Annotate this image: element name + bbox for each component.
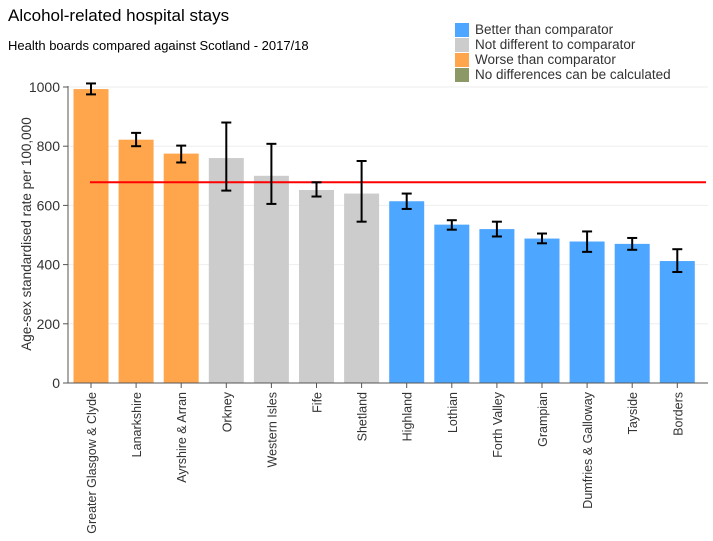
y-tick-label: 1000 bbox=[29, 79, 60, 95]
x-tick-label-5: Fife bbox=[311, 392, 325, 413]
bar-5 bbox=[299, 190, 334, 383]
legend-item-same[interactable]: Not different to comparator bbox=[455, 37, 671, 52]
x-tick-label-11: Dumfries & Galloway bbox=[581, 391, 595, 508]
bar-0 bbox=[73, 89, 109, 384]
legend-swatch-same bbox=[455, 37, 469, 52]
legend-label-better: Better than comparator bbox=[475, 22, 614, 37]
legend-swatch-na bbox=[455, 67, 469, 82]
bar-7 bbox=[389, 201, 425, 383]
bar-6 bbox=[344, 193, 380, 383]
axes bbox=[63, 86, 708, 388]
x-tick-label-0: Greater Glasgow & Clyde bbox=[85, 392, 99, 534]
legend-swatch-better bbox=[455, 22, 469, 37]
x-tick-label-13: Borders bbox=[671, 392, 685, 436]
bar-2 bbox=[163, 153, 199, 383]
x-tick-label-9: Forth Valley bbox=[491, 391, 505, 458]
bar-9 bbox=[479, 229, 515, 383]
bar-13 bbox=[659, 261, 695, 383]
legend-label-same: Not different to comparator bbox=[475, 37, 636, 52]
bar-8 bbox=[434, 224, 470, 383]
legend-item-worse[interactable]: Worse than comparator bbox=[455, 52, 671, 67]
legend-swatch-worse bbox=[455, 52, 469, 67]
chart-subtitle: Health boards compared against Scotland … bbox=[8, 38, 309, 53]
x-tick-label-3: Orkney bbox=[220, 391, 234, 432]
y-tick-label: 600 bbox=[37, 197, 61, 213]
bar-3 bbox=[208, 158, 244, 383]
bar-1 bbox=[118, 139, 154, 383]
bar-12 bbox=[614, 243, 650, 383]
chart-title: Alcohol-related hospital stays bbox=[8, 6, 230, 25]
x-tick-label-4: Western Isles bbox=[265, 392, 279, 468]
y-tick-label: 0 bbox=[52, 375, 60, 391]
x-tick-label-2: Ayrshire & Arran bbox=[175, 392, 189, 483]
bar-4 bbox=[253, 175, 289, 383]
legend-item-na[interactable]: No differences can be calculated bbox=[455, 67, 671, 82]
y-tick-label: 400 bbox=[37, 257, 61, 273]
x-tick-label-10: Grampian bbox=[536, 392, 550, 447]
x-tick-label-12: Tayside bbox=[626, 392, 640, 434]
y-tick-label: 800 bbox=[37, 138, 61, 154]
legend: Better than comparator Not different to … bbox=[455, 22, 671, 82]
bar-11 bbox=[569, 241, 605, 383]
y-axis-label: Age-sex standardised rate per 100,000 bbox=[19, 117, 34, 350]
legend-label-na: No differences can be calculated bbox=[475, 67, 671, 82]
x-tick-label-6: Shetland bbox=[356, 392, 370, 441]
x-tick-label-8: Lothian bbox=[446, 392, 460, 433]
x-tick-label-7: Highland bbox=[401, 392, 415, 441]
legend-label-worse: Worse than comparator bbox=[475, 52, 616, 67]
legend-item-better[interactable]: Better than comparator bbox=[455, 22, 671, 37]
labels: 0 200 400 600 800 1000 Age-sex standardised ra… bbox=[19, 79, 685, 534]
bar-10 bbox=[524, 238, 560, 383]
y-tick-label: 200 bbox=[37, 316, 61, 332]
x-tick-label-1: Lanarkshire bbox=[130, 392, 144, 457]
bars bbox=[73, 82, 706, 384]
